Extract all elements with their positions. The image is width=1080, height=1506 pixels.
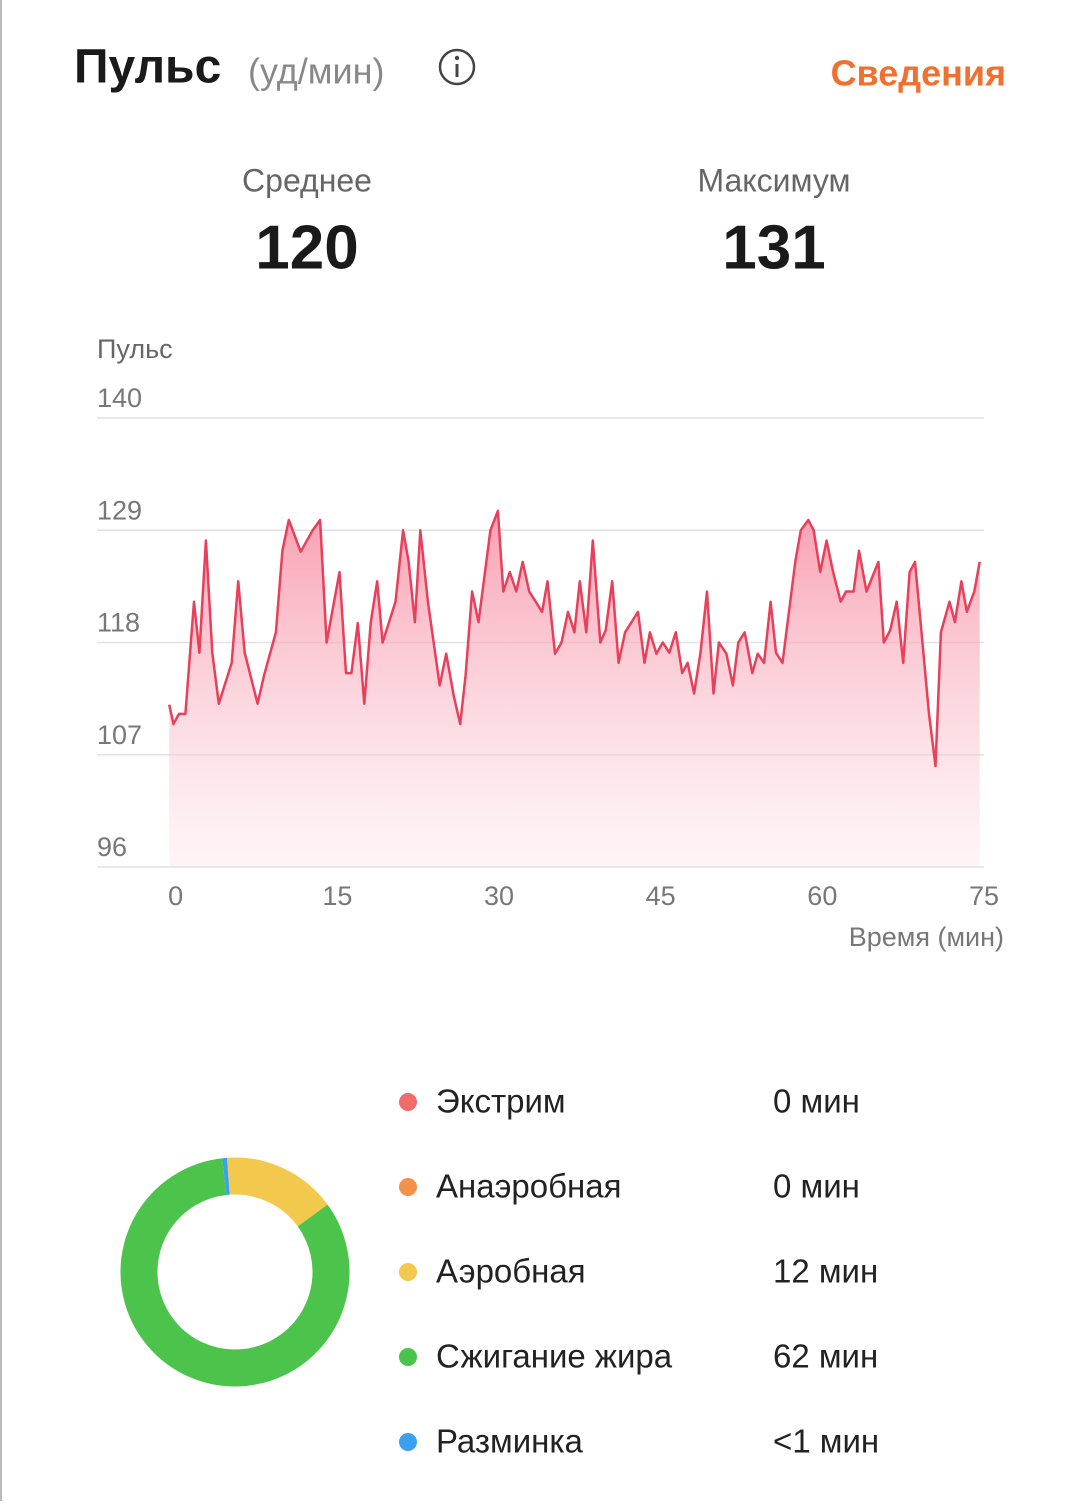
x-tick-label: 0 xyxy=(168,881,183,911)
donut-slice xyxy=(228,1176,312,1216)
stat-value: 131 xyxy=(722,213,825,282)
legend-dot xyxy=(399,1348,417,1366)
y-tick-label: 118 xyxy=(97,608,140,638)
legend-value: 0 мин xyxy=(773,1083,860,1120)
left-border xyxy=(0,0,2,1501)
legend-value: 62 мин xyxy=(773,1338,878,1375)
y-axis-label: Пульс xyxy=(97,334,173,364)
legend-value: 12 мин xyxy=(773,1253,878,1290)
stat-value: 120 xyxy=(255,213,358,282)
x-tick-label: 60 xyxy=(807,881,837,911)
legend-dot xyxy=(399,1433,417,1451)
x-axis-label: Время (мин) xyxy=(849,922,1004,952)
legend-dot xyxy=(399,1263,417,1281)
legend-dot xyxy=(399,1093,417,1111)
legend-label: Сжигание жира xyxy=(436,1338,673,1375)
legend-label: Экстрим xyxy=(436,1083,566,1120)
y-tick-label: 140 xyxy=(97,383,142,413)
title: Пульс xyxy=(74,41,221,94)
details-link[interactable]: Сведения xyxy=(831,53,1006,94)
legend-label: Анаэробная xyxy=(436,1168,621,1205)
stat-label: Максимум xyxy=(697,162,850,198)
x-tick-label: 75 xyxy=(969,881,999,911)
legend-value: <1 мин xyxy=(773,1423,879,1460)
legend-label: Разминка xyxy=(436,1423,584,1460)
unit: (уд/мин) xyxy=(248,51,385,92)
y-tick-label: 129 xyxy=(97,495,142,525)
stat-label: Среднее xyxy=(242,162,372,198)
legend-dot xyxy=(399,1178,417,1196)
y-tick-label: 107 xyxy=(97,720,142,750)
x-tick-label: 15 xyxy=(322,881,352,911)
x-tick-label: 30 xyxy=(484,881,514,911)
legend-label: Аэробная xyxy=(436,1253,586,1290)
x-tick-label: 45 xyxy=(646,881,676,911)
y-tick-label: 96 xyxy=(97,832,127,862)
info-icon[interactable] xyxy=(440,50,474,84)
legend-value: 0 мин xyxy=(773,1168,860,1205)
